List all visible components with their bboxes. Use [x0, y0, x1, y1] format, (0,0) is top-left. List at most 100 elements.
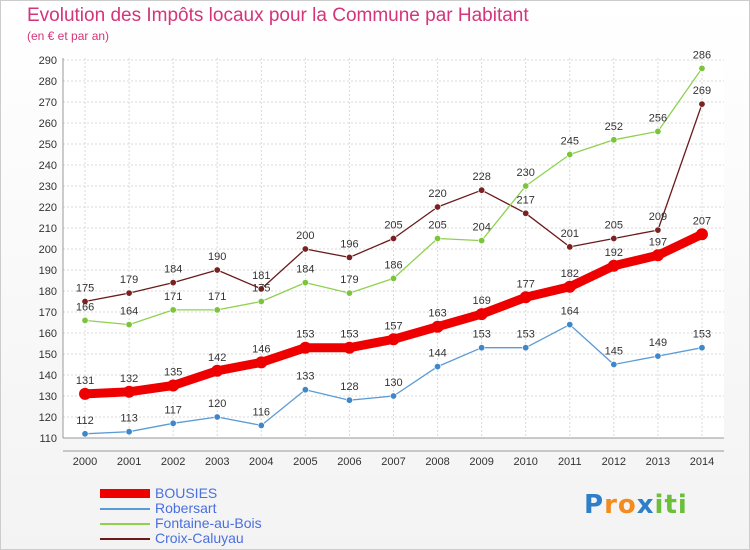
logo-letter: x: [636, 490, 655, 520]
y-tick-label: 290: [39, 55, 57, 67]
data-point-bousies: [475, 308, 488, 321]
data-label-croix-caluyau: 269: [693, 85, 711, 97]
data-label-fontaine-au-bois: 204: [472, 222, 490, 234]
logo-letter: r: [604, 490, 618, 520]
data-point-robersart: [478, 344, 486, 352]
y-tick-label: 260: [39, 118, 57, 130]
y-tick-label: 200: [39, 244, 57, 256]
legend-label-fontaine-au-bois: Fontaine-au-Bois: [155, 515, 262, 531]
data-point-fontaine-au-bois: [522, 182, 530, 190]
y-tick-label: 140: [39, 370, 57, 382]
data-point-bousies: [167, 379, 180, 392]
data-point-robersart: [81, 430, 89, 438]
data-point-croix-caluyau: [610, 235, 618, 243]
data-point-robersart: [169, 419, 177, 427]
data-point-bousies: [519, 291, 532, 304]
logo-letter: i: [654, 490, 665, 520]
data-label-bousies: 169: [472, 295, 490, 307]
data-label-bousies: 157: [384, 320, 402, 332]
chart-subtitle: (en € et par an): [27, 29, 110, 43]
data-label-croix-caluyau: 184: [164, 264, 182, 276]
data-point-robersart: [610, 360, 618, 368]
data-label-croix-caluyau: 181: [252, 270, 270, 282]
y-tick-label: 160: [39, 328, 57, 340]
data-label-bousies: 192: [605, 247, 623, 259]
data-label-croix-caluyau: 205: [605, 220, 623, 232]
legend-swatch-bousies: [100, 489, 150, 498]
legend-swatch-robersart: [100, 508, 150, 510]
y-tick-label: 240: [39, 160, 57, 172]
y-tick-label: 230: [39, 181, 57, 193]
data-point-robersart: [389, 392, 397, 400]
logo-letter: o: [617, 490, 637, 520]
data-label-croix-caluyau: 201: [561, 228, 579, 240]
data-point-croix-caluyau: [434, 203, 442, 211]
data-label-croix-caluyau: 205: [384, 220, 402, 232]
data-label-croix-caluyau: 200: [296, 230, 314, 242]
data-label-robersart: 113: [120, 413, 138, 425]
data-label-bousies: 153: [340, 329, 358, 341]
data-point-fontaine-au-bois: [345, 289, 353, 297]
data-label-bousies: 163: [428, 308, 446, 320]
x-tick-label: 2014: [690, 456, 714, 468]
data-label-croix-caluyau: 217: [517, 194, 535, 206]
data-point-croix-caluyau: [566, 243, 574, 251]
data-point-robersart: [301, 386, 309, 394]
proxiti-logo: Proxiti: [584, 490, 688, 520]
data-point-fontaine-au-bois: [169, 306, 177, 314]
y-tick-label: 210: [39, 223, 57, 235]
data-point-croix-caluyau: [478, 186, 486, 194]
data-point-fontaine-au-bois: [389, 274, 397, 282]
data-label-fontaine-au-bois: 171: [208, 291, 226, 303]
data-point-robersart: [257, 421, 265, 429]
data-point-fontaine-au-bois: [257, 297, 265, 305]
data-point-robersart: [566, 321, 574, 329]
data-label-robersart: 153: [517, 329, 535, 341]
data-label-croix-caluyau: 228: [472, 171, 490, 183]
data-point-bousies: [607, 259, 620, 272]
legend-swatch-fontaine-au-bois: [100, 523, 150, 525]
legend-label-robersart: Robersart: [155, 500, 217, 516]
logo-letter: t: [664, 490, 678, 520]
x-tick-label: 2013: [646, 456, 670, 468]
data-label-robersart: 117: [164, 404, 182, 416]
data-point-bousies: [123, 385, 136, 398]
data-point-croix-caluyau: [654, 226, 662, 234]
logo-letter: P: [584, 490, 605, 520]
data-point-robersart: [125, 428, 133, 436]
logo-letter: i: [677, 490, 688, 520]
data-point-bousies: [563, 280, 576, 293]
data-point-fontaine-au-bois: [566, 151, 574, 159]
data-point-croix-caluyau: [522, 209, 530, 217]
y-tick-label: 170: [39, 307, 57, 319]
x-tick-label: 2010: [513, 456, 537, 468]
data-label-bousies: 131: [76, 375, 94, 387]
data-point-robersart: [522, 344, 530, 352]
data-point-croix-caluyau: [213, 266, 221, 274]
data-label-bousies: 177: [517, 278, 535, 290]
data-point-robersart: [698, 344, 706, 352]
data-label-croix-caluyau: 209: [649, 211, 667, 223]
data-label-fontaine-au-bois: 245: [561, 136, 579, 148]
data-point-fontaine-au-bois: [478, 237, 486, 245]
data-point-croix-caluyau: [301, 245, 309, 253]
x-tick-label: 2009: [469, 456, 493, 468]
data-label-robersart: 128: [340, 381, 358, 393]
data-point-robersart: [434, 363, 442, 371]
chart-title: Evolution des Impôts locaux pour la Comm…: [27, 5, 529, 26]
data-point-fontaine-au-bois: [125, 321, 133, 329]
y-tick-label: 150: [39, 349, 57, 361]
data-point-croix-caluyau: [257, 285, 265, 293]
data-label-fontaine-au-bois: 175: [252, 283, 270, 295]
x-tick-label: 2003: [205, 456, 229, 468]
data-point-fontaine-au-bois: [654, 127, 662, 135]
data-point-croix-caluyau: [81, 297, 89, 305]
data-point-croix-caluyau: [698, 100, 706, 108]
data-label-fontaine-au-bois: 184: [296, 264, 314, 276]
x-tick-label: 2012: [602, 456, 626, 468]
y-tick-label: 220: [39, 202, 57, 214]
y-tick-label: 180: [39, 286, 57, 298]
y-tick-label: 280: [39, 76, 57, 88]
data-point-robersart: [345, 396, 353, 404]
data-label-robersart: 144: [428, 348, 446, 360]
